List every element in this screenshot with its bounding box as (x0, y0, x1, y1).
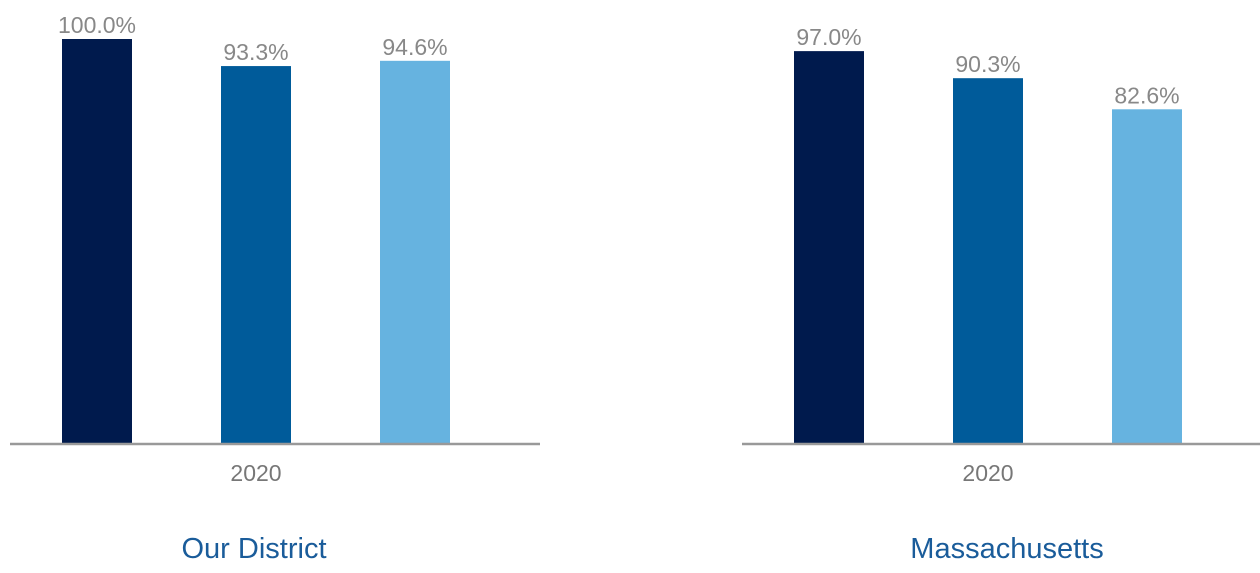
bar-our-district-3 (380, 60, 450, 443)
x-tick-label-our-district: 2020 (230, 460, 281, 486)
data-label-our-district-3: 94.6% (382, 34, 447, 60)
data-label-massachusetts-1: 97.0% (796, 24, 861, 50)
bar-massachusetts-3 (1112, 109, 1182, 444)
data-label-massachusetts-3: 82.6% (1114, 82, 1179, 108)
data-label-our-district-1: 100.0% (58, 12, 136, 38)
chart-title-massachusetts: Massachusetts (910, 533, 1104, 565)
x-tick-label-massachusetts: 2020 (962, 460, 1013, 486)
chart-our-district: 100.0% 93.3% 94.6% 2020 (10, 12, 540, 486)
bar-our-district-1 (62, 39, 132, 443)
chart-title-our-district: Our District (181, 533, 327, 565)
bar-massachusetts-1 (794, 51, 864, 444)
chart-massachusetts: 97.0% 90.3% 82.6% 2020 (742, 24, 1260, 486)
data-label-massachusetts-2: 90.3% (955, 51, 1020, 77)
data-label-our-district-2: 93.3% (223, 39, 288, 65)
bar-massachusetts-2 (953, 78, 1023, 444)
bar-our-district-2 (221, 66, 291, 444)
